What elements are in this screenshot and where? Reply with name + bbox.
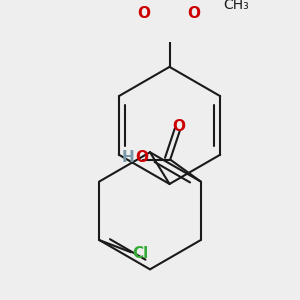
Text: O: O bbox=[172, 119, 185, 134]
Text: O: O bbox=[136, 150, 149, 165]
Text: O: O bbox=[188, 6, 200, 21]
Text: Cl: Cl bbox=[133, 246, 149, 261]
Text: O: O bbox=[137, 6, 150, 21]
Text: CH₃: CH₃ bbox=[223, 0, 249, 12]
Text: H: H bbox=[121, 150, 134, 165]
